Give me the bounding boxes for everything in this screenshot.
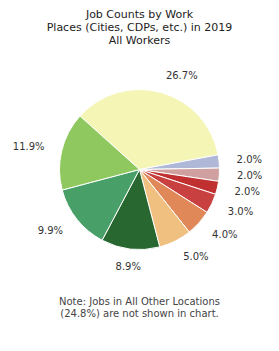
svg-text:2.0%: 2.0% bbox=[237, 170, 262, 181]
svg-text:11.9%: 11.9% bbox=[13, 141, 45, 152]
svg-text:2.0%: 2.0% bbox=[234, 186, 259, 197]
html-text:Job Counts by Work Places (Cit: Job Counts by Work Places (Cities, CDPs,… bbox=[46, 8, 233, 47]
svg-text:2.0%: 2.0% bbox=[237, 154, 262, 165]
svg-text:4.0%: 4.0% bbox=[212, 229, 237, 240]
svg-text:3.0%: 3.0% bbox=[228, 206, 253, 217]
svg-text:8.9%: 8.9% bbox=[116, 261, 141, 272]
svg-text:26.7%: 26.7% bbox=[166, 70, 198, 81]
svg-text:5.0%: 5.0% bbox=[183, 251, 208, 262]
svg-text:9.9%: 9.9% bbox=[38, 225, 63, 236]
html-text:Note: Jobs in All Other Locati: Note: Jobs in All Other Locations (24.8%… bbox=[59, 296, 220, 319]
